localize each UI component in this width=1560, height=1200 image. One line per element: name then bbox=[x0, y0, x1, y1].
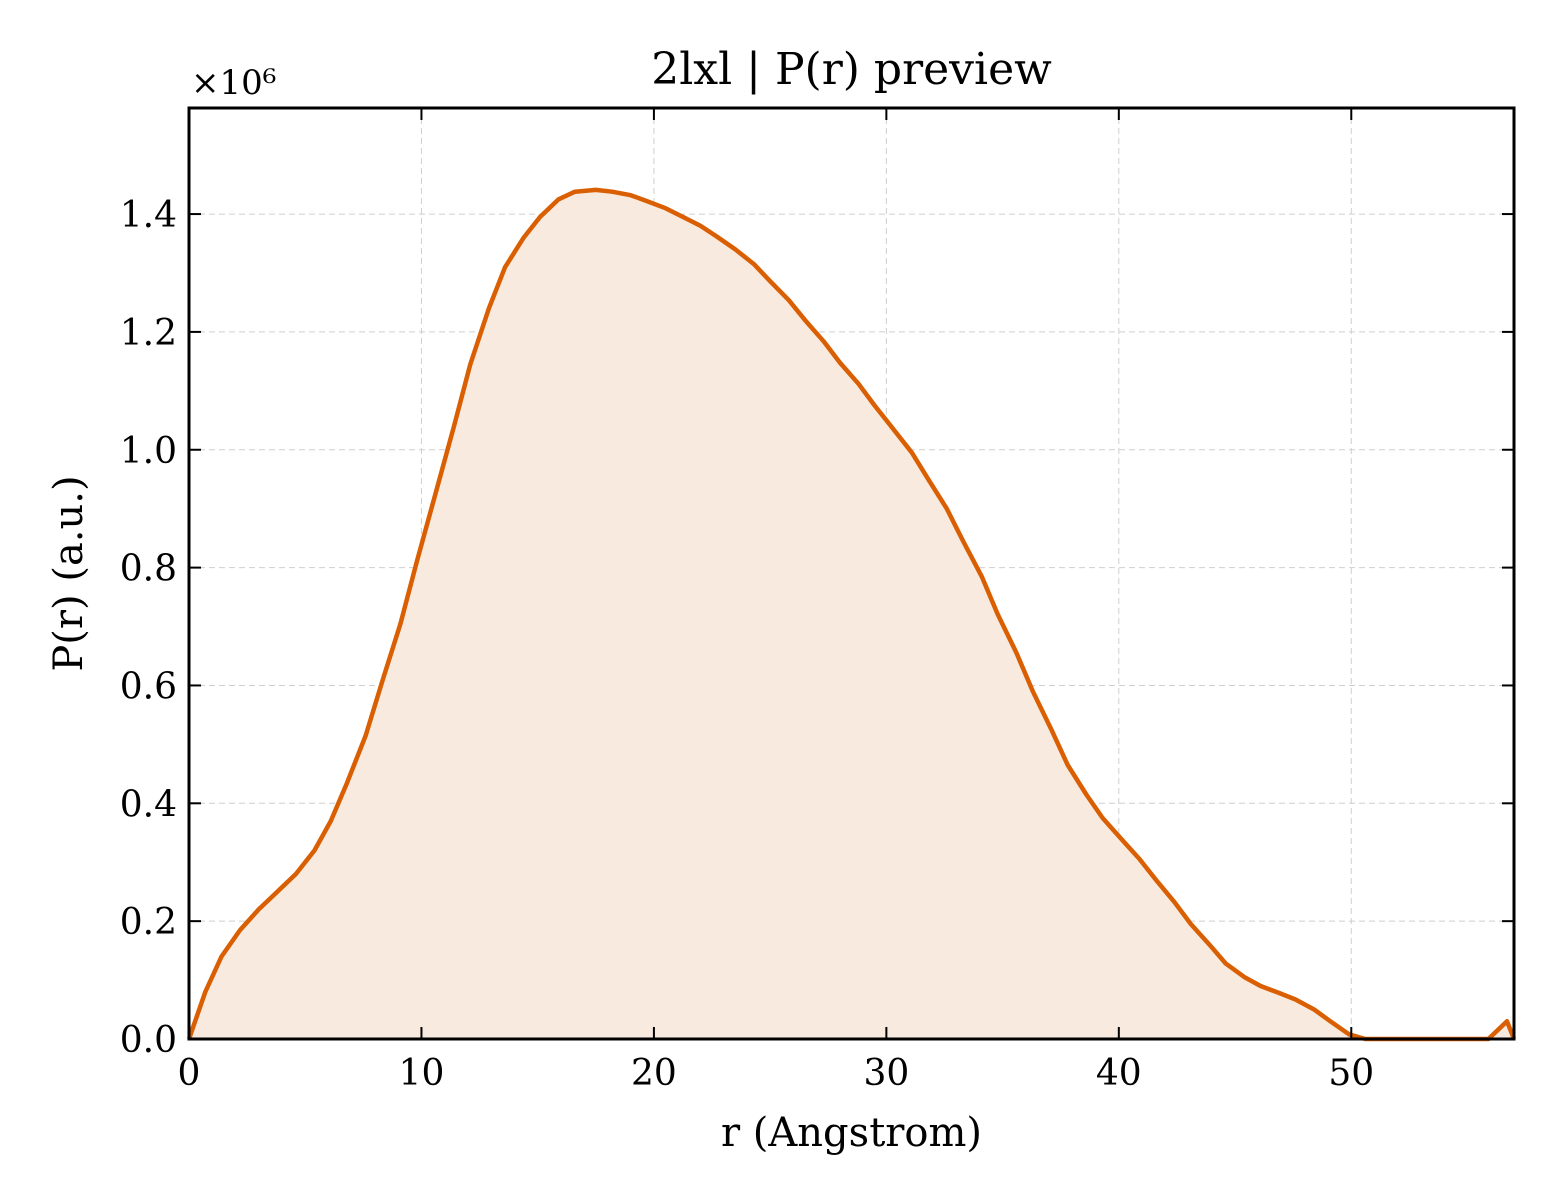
x-tick-label: 10 bbox=[399, 1053, 445, 1094]
y-axis-label: P(r) (a.u.) bbox=[46, 475, 92, 671]
x-tick-label: 30 bbox=[863, 1053, 909, 1094]
y-tick-label: 0.6 bbox=[120, 666, 177, 707]
y-tick-label: 1.2 bbox=[120, 313, 177, 354]
y-tick-label: 0.0 bbox=[120, 1020, 177, 1061]
y-tick-label: 0.2 bbox=[120, 902, 177, 943]
series-line bbox=[186, 187, 1517, 1042]
y-tick-label: 1.0 bbox=[120, 431, 177, 472]
x-tick-label: 50 bbox=[1328, 1053, 1374, 1094]
x-tick-label: 40 bbox=[1096, 1053, 1142, 1094]
tick-layer: 0 10 20 30 40 50 0.0 0.2 0.4 0.6 0.8 1.0 1.2 1.4 bbox=[120, 108, 1514, 1094]
x-tick-label: 20 bbox=[631, 1053, 677, 1094]
chart-title: 2lxl | P(r) preview bbox=[651, 44, 1052, 95]
y-axis-multiplier: ×10⁶ bbox=[191, 63, 276, 103]
x-axis-label: r (Angstrom) bbox=[721, 1110, 982, 1156]
y-tick-label: 1.4 bbox=[120, 195, 177, 236]
data-layer bbox=[186, 187, 1517, 1042]
y-tick-label: 0.4 bbox=[120, 784, 177, 825]
y-tick-label: 0.8 bbox=[120, 549, 177, 590]
plot-frame bbox=[187, 106, 1516, 1041]
x-tick-label: 0 bbox=[178, 1053, 201, 1094]
series-area-fill bbox=[189, 189, 1514, 1039]
